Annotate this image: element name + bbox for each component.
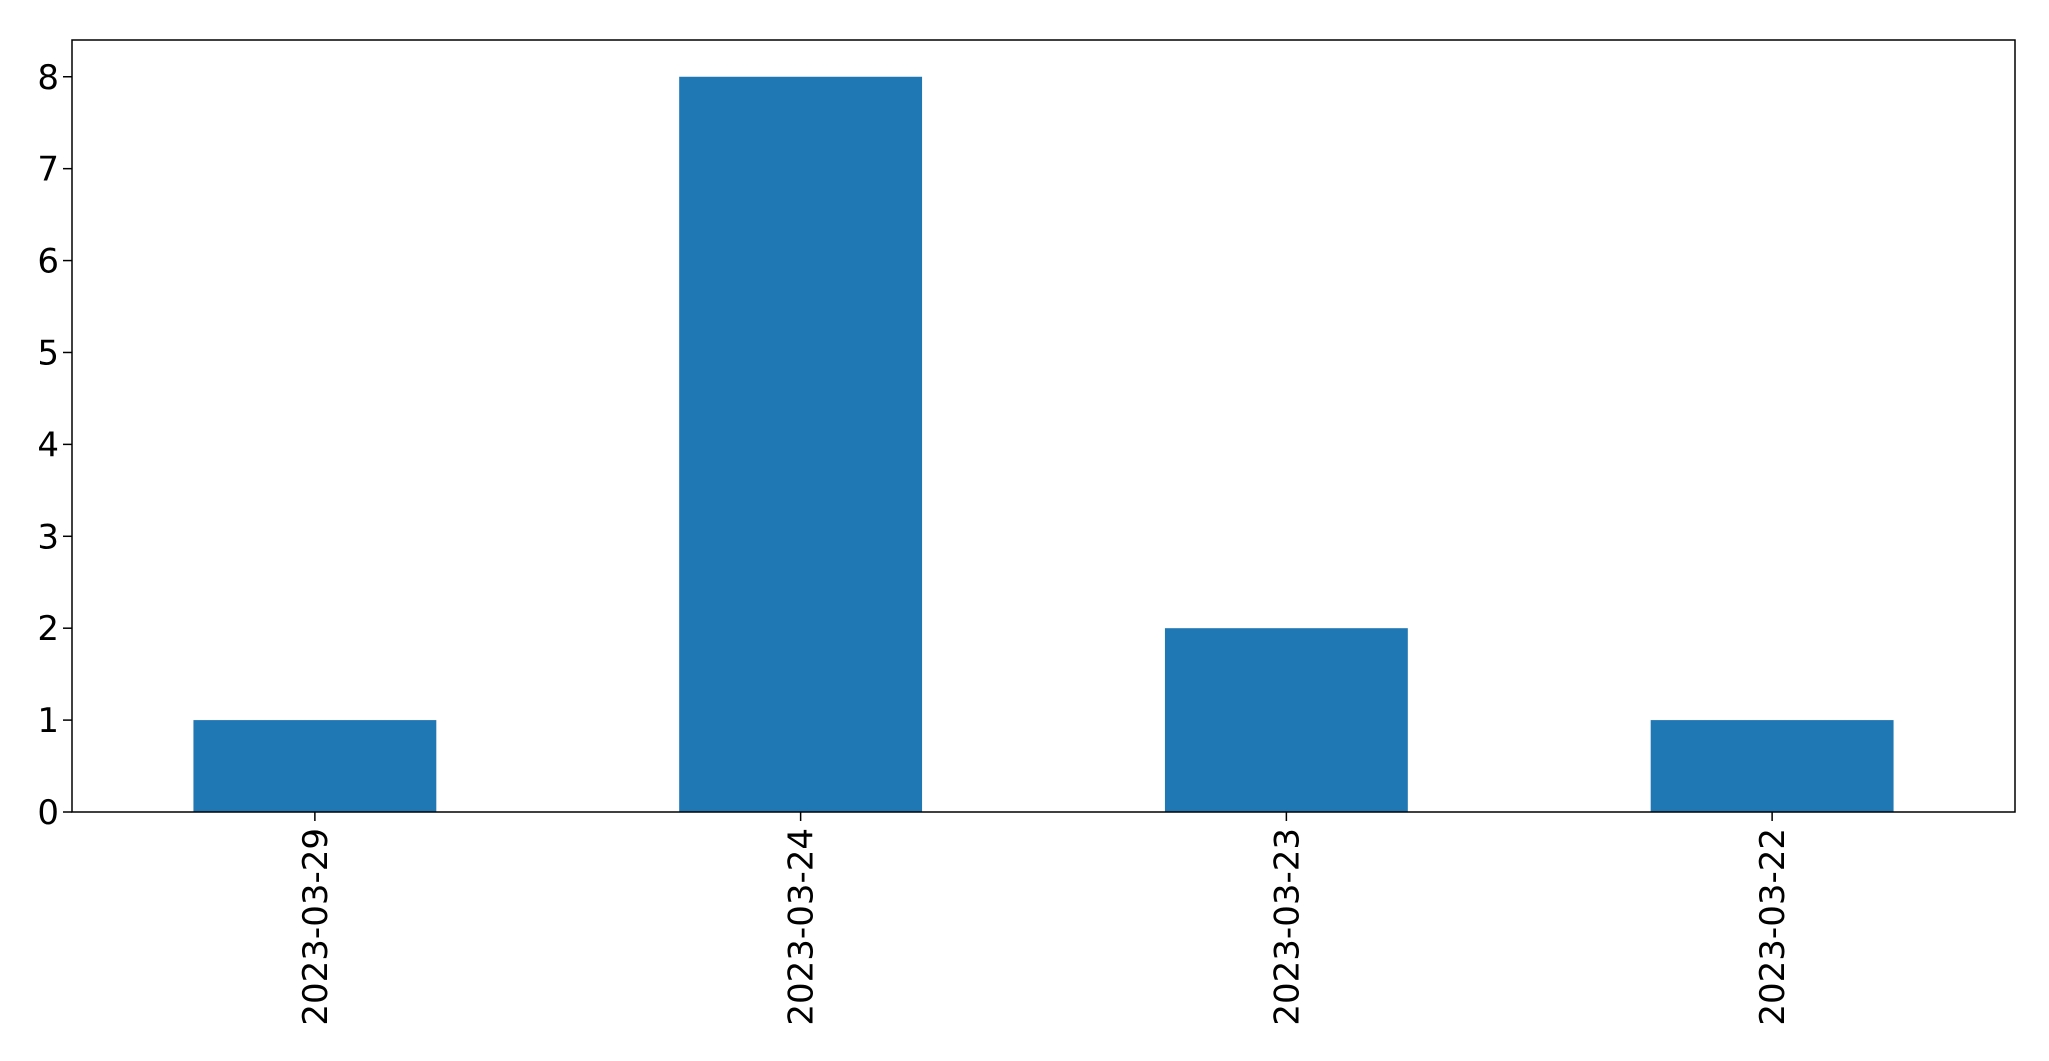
plot-frame [71,39,2016,813]
bar-2023-03-24 [679,76,923,812]
bars-group [193,76,1894,812]
x-axis: 2023-03-29 2023-03-24 2023-03-23 2023-03-22 [296,812,1793,1026]
y-tick-label: 6 [37,242,59,282]
x-tick-label: 2023-03-24 [782,828,822,1026]
y-tick-label: 1 [37,701,59,741]
bar-2023-03-23 [1164,628,1408,812]
bar-2023-03-29 [193,720,437,812]
x-tick-label: 2023-03-23 [1267,828,1307,1026]
y-tick-label: 3 [37,517,59,557]
x-tick-label: 2023-03-22 [1753,828,1793,1026]
y-tick-label: 4 [37,425,59,465]
bar-2023-03-22 [1650,720,1894,812]
x-tick-label: 2023-03-29 [296,828,336,1026]
y-tick-label: 8 [37,58,59,98]
y-tick-label: 7 [37,150,59,190]
y-tick-label: 5 [37,333,59,373]
y-tick-label: 0 [37,793,59,833]
y-axis: 0 1 2 3 4 5 6 7 8 [37,58,72,833]
y-tick-label: 2 [37,609,59,649]
